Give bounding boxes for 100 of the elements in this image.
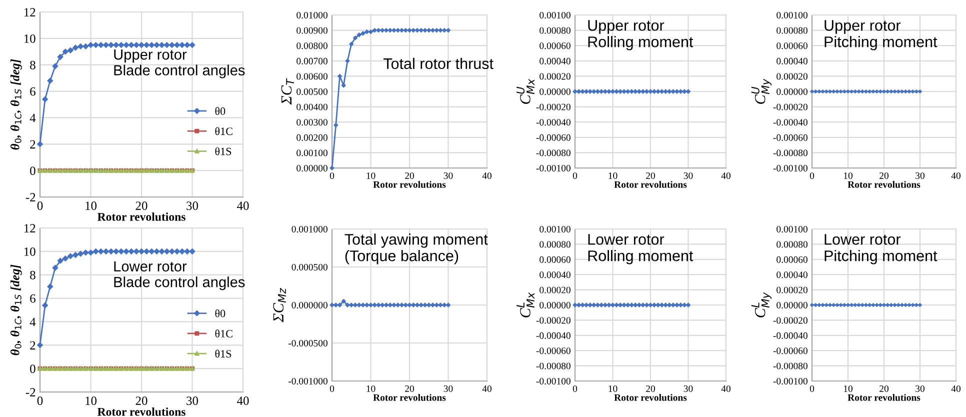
y-tick-label: 0.00040	[776, 272, 808, 278]
x-tick-label: 30	[916, 385, 924, 392]
y-tick-label: -0.00080	[773, 150, 808, 156]
y-tick-label: 0.00000	[540, 302, 570, 309]
x-tick-label: 0	[330, 172, 334, 180]
x-axis-title: Rotor revolutions	[373, 394, 446, 401]
annotation: Total yawing moment (Torque balance)	[344, 234, 488, 264]
y-tick-label: -0.00020	[773, 104, 808, 110]
y-tick-label: -0.00020	[536, 104, 570, 110]
y-tick-label: 4	[30, 114, 36, 122]
x-tick-label: 30	[186, 202, 198, 210]
y-tick-label: 0.00080	[540, 241, 570, 248]
x-tick-label: 0	[810, 385, 814, 392]
y-axis-title: C$^{U}$$_{Mx}$	[516, 78, 534, 104]
x-tick-label: 30	[916, 172, 924, 180]
x-tick-label: 10	[366, 385, 376, 392]
y-tick-label: -0.00060	[536, 134, 570, 141]
y-tick-label: 0.00040	[540, 272, 570, 278]
y-tick-label: 8	[30, 270, 36, 280]
annotation: Upper rotor Pitching moment	[824, 20, 938, 50]
y-axis-title: θ$_{0}$, θ$_{1C}$, θ$_{1S}$ [deg]	[10, 264, 22, 356]
x-tick-label: 30	[684, 385, 693, 392]
x-tick-label: 20	[646, 385, 655, 392]
x-axis-title: Rotor revolutions	[848, 394, 920, 401]
x-tick-label: 30	[684, 172, 693, 180]
y-tick-label: 6	[30, 87, 36, 96]
x-tick-label: 20	[405, 385, 414, 392]
annotation: Lower rotor Rolling moment	[588, 234, 694, 264]
y-tick-label: 0.00000	[776, 302, 808, 309]
x-tick-label: 20	[136, 396, 148, 405]
y-tick-label: 0.00000	[296, 164, 328, 172]
y-axis-title: ΣC$_{Mz}$	[273, 288, 286, 322]
y-axis-title: C$^{L}$$_{My}$	[751, 292, 772, 318]
y-tick-label: 0.00040	[540, 58, 570, 64]
y-tick-label: 0.00020	[540, 73, 570, 80]
y-tick-label: 0.00020	[540, 286, 570, 294]
y-tick-label: 12	[24, 8, 36, 16]
y-tick-label: 10	[24, 247, 36, 256]
x-tick-label: 10	[608, 172, 618, 180]
y-tick-label: -0.00020	[536, 317, 570, 324]
y-tick-label: -0.00080	[536, 362, 570, 370]
y-tick-label: -0.00100	[773, 164, 808, 172]
x-tick-label: 30	[444, 172, 453, 180]
x-tick-label: 40	[951, 172, 960, 180]
y-tick-label: 0.001000	[292, 226, 328, 233]
x-axis-title: Rotor revolutions	[97, 212, 186, 221]
x-tick-label: 0	[810, 172, 814, 180]
y-tick-label: -0.00020	[773, 317, 808, 324]
legend-label: θ0	[215, 309, 226, 318]
x-tick-label: 20	[880, 172, 888, 180]
y-tick-label: 0.00000	[540, 88, 570, 96]
y-tick-label: 0.00100	[776, 12, 808, 19]
y-tick-label: 0.00020	[776, 73, 808, 80]
y-tick-label: 0.00080	[540, 27, 570, 34]
annotation: Lower rotor Pitching moment	[824, 234, 938, 264]
y-tick-label: 0.00100	[540, 12, 570, 19]
y-tick-label: 0.00200	[296, 134, 328, 141]
y-tick-label: 0.00060	[776, 42, 808, 50]
y-tick-label: -0.00060	[773, 348, 808, 354]
y-tick-label: 0.00300	[296, 119, 328, 126]
y-tick-label: 0.00500	[296, 88, 328, 96]
x-axis-title: Rotor revolutions	[848, 180, 920, 188]
x-tick-label: 20	[880, 385, 888, 392]
legend-label: θ1S	[215, 147, 232, 156]
x-tick-label: 30	[444, 385, 453, 392]
x-tick-label: 10	[86, 396, 97, 405]
y-tick-label: -2	[26, 193, 36, 202]
y-tick-label: -0.00100	[536, 164, 570, 172]
x-tick-label: 10	[844, 385, 852, 392]
y-tick-label: -0.00040	[536, 119, 570, 126]
annotation: Total rotor thrust	[383, 58, 494, 70]
x-tick-label: 40	[721, 172, 730, 180]
y-tick-label: -0.00040	[773, 119, 808, 126]
y-tick-label: 0.00060	[540, 256, 570, 263]
x-tick-label: 40	[236, 396, 249, 405]
x-axis-title: Rotor revolutions	[614, 180, 687, 188]
y-tick-label: 0.00020	[776, 286, 808, 294]
legend-label: θ0	[215, 107, 226, 115]
y-tick-label: 2	[30, 140, 36, 148]
legend-label: θ1C	[215, 127, 232, 136]
y-tick-label: 0.00600	[296, 73, 328, 80]
x-tick-label: 0	[572, 385, 578, 392]
x-tick-label: 0	[37, 396, 43, 405]
legend-label: θ1S	[215, 350, 232, 358]
y-tick-label: 12	[24, 224, 36, 232]
y-tick-label: -0.00100	[773, 378, 808, 385]
y-axis-title: C$^{L}$$_{Mx}$	[516, 292, 534, 318]
x-tick-label: 10	[844, 172, 852, 180]
y-tick-label: 0.00900	[296, 27, 328, 34]
y-tick-label: 2	[30, 341, 36, 350]
y-tick-label: 0.000000	[292, 302, 328, 309]
y-tick-label: 0.00000	[776, 88, 808, 96]
y-tick-label: 0.00100	[296, 150, 328, 156]
y-tick-label: 0.00040	[776, 58, 808, 64]
annotation: Upper rotor Blade control angles	[114, 50, 245, 78]
y-tick-label: 0	[30, 364, 36, 374]
x-tick-label: 20	[405, 172, 414, 180]
y-tick-label: 8	[30, 60, 36, 70]
y-tick-label: 0.000500	[292, 264, 328, 271]
legend-label: θ1C	[215, 330, 232, 338]
